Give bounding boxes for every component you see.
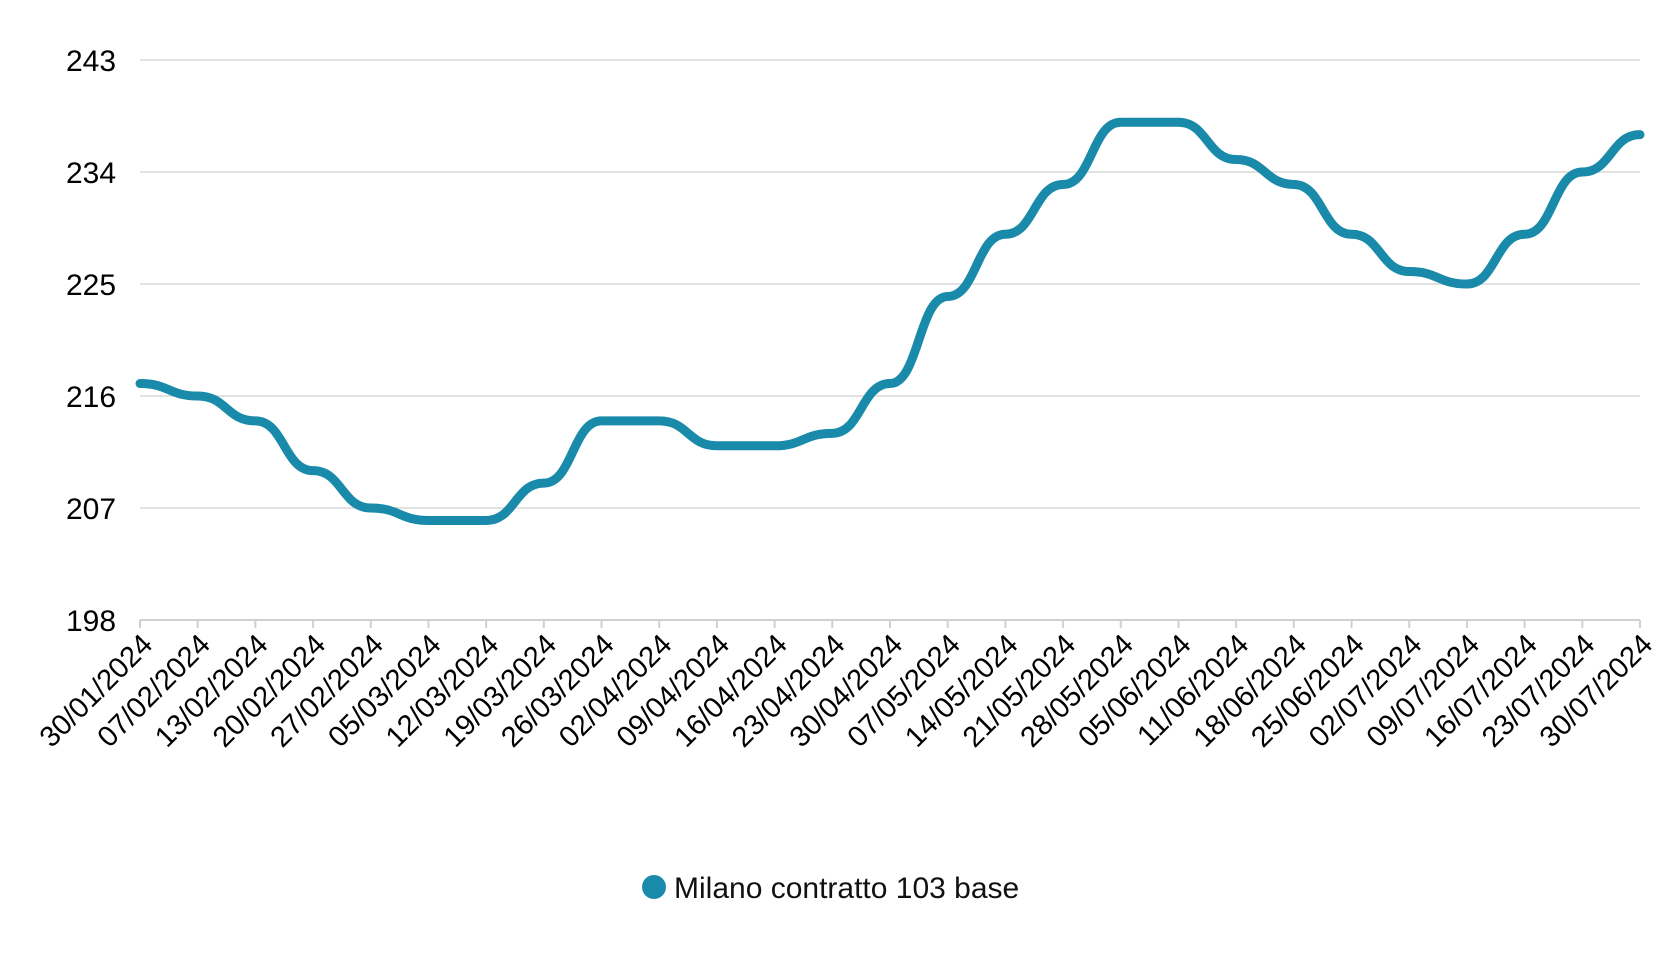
gridlines (140, 59, 1640, 509)
legend-label: Milano contratto 103 base (674, 872, 1019, 905)
y-tick-label: 207 (66, 493, 116, 526)
series-line (135, 117, 1645, 525)
x-axis (139, 619, 1641, 628)
legend-marker (642, 875, 666, 899)
y-tick-label: 243 (66, 45, 116, 78)
x-axis-ticks: 30/01/202407/02/202413/02/202420/02/2024… (34, 628, 1659, 753)
y-axis-ticks: 243 234 225 216 207 198 (66, 45, 116, 638)
y-tick-label: 198 (66, 605, 116, 638)
y-tick-label: 234 (66, 157, 116, 190)
y-tick-label: 216 (66, 381, 116, 414)
series-layer (135, 117, 1645, 525)
y-tick-label: 225 (66, 269, 116, 302)
legend: Milano contratto 103 base (642, 872, 1019, 905)
